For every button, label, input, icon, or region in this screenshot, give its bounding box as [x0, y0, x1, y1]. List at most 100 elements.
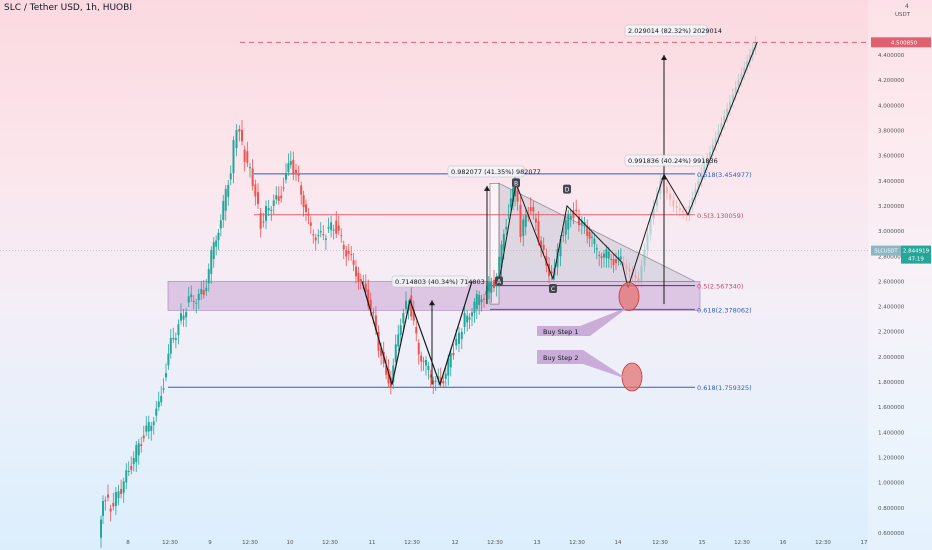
- candle-body: [743, 67, 746, 74]
- candle-body: [598, 254, 601, 256]
- candle-body: [380, 347, 383, 356]
- candle-body: [415, 327, 418, 334]
- candle-body: [665, 187, 668, 194]
- candle-body: [737, 80, 740, 88]
- candle-body: [471, 312, 473, 317]
- candle-body: [309, 222, 312, 226]
- candle-body: [505, 226, 508, 230]
- candle-body: [322, 234, 325, 236]
- candle-body: [202, 290, 205, 296]
- candle-body: [516, 186, 519, 202]
- candle-body: [410, 295, 413, 317]
- candle-body: [493, 279, 495, 289]
- candle-body: [748, 55, 751, 62]
- time-tick: 12:30: [652, 540, 668, 546]
- candle-body: [534, 218, 537, 223]
- measure-3-label: 0.991836 (40.24%) 991836: [628, 157, 718, 165]
- candle-body: [605, 249, 608, 259]
- candle-body: [548, 263, 550, 277]
- candle-body: [117, 491, 120, 499]
- candle-body: [529, 207, 532, 211]
- buy-zone-1: [618, 282, 640, 311]
- candle-body: [612, 259, 615, 266]
- candle-body: [559, 238, 562, 257]
- buy-2-callout: [537, 350, 628, 380]
- candle-body: [174, 338, 177, 341]
- candle-body: [703, 166, 706, 174]
- candle-body: [127, 470, 130, 472]
- candle-body: [100, 519, 102, 538]
- candle-body: [610, 258, 613, 260]
- time-tick: 14: [615, 540, 622, 546]
- candle-body: [317, 235, 320, 237]
- candle-body: [272, 200, 275, 206]
- candle-body: [490, 281, 493, 293]
- candle-body: [447, 358, 450, 376]
- candle-body: [246, 151, 249, 163]
- fib-5-label: 0.618(1.759325): [697, 384, 752, 392]
- candle-body: [350, 254, 353, 256]
- candle-body: [275, 195, 278, 200]
- candle-body: [656, 193, 658, 206]
- candle-body: [307, 213, 310, 216]
- candle-body: [746, 61, 749, 68]
- point-b-label: B: [514, 180, 518, 187]
- candle-body: [595, 248, 598, 250]
- time-tick: 12:30: [242, 540, 258, 546]
- candle-body: [104, 500, 107, 502]
- candle-body: [449, 352, 452, 368]
- measure-1-label: 2.029014 (82.32%) 2029014: [628, 27, 722, 35]
- price-tick: 1.400000: [878, 430, 905, 436]
- candle-body: [473, 301, 476, 313]
- candle-body: [165, 373, 167, 378]
- price-tick: 1.600000: [878, 405, 905, 411]
- point-d-label-box: [563, 184, 571, 194]
- candle-body: [324, 238, 327, 240]
- price-tick: 2.800000: [878, 254, 905, 260]
- candle-body: [646, 234, 649, 250]
- candle-body: [187, 296, 190, 303]
- candle-body: [147, 422, 150, 432]
- candle-body: [717, 130, 720, 138]
- candle-body: [392, 365, 395, 383]
- candle-body: [342, 244, 345, 250]
- point-a-label-box: [495, 276, 503, 286]
- point-a-label: A: [497, 278, 502, 285]
- candle-body: [532, 207, 535, 212]
- measure-2-label-box: [447, 165, 525, 178]
- price-tick: 3.400000: [878, 179, 905, 185]
- candle-body: [289, 160, 292, 165]
- candle-body: [714, 137, 717, 145]
- candle-body: [374, 315, 377, 331]
- candle-body: [295, 169, 297, 173]
- candle-body: [628, 268, 631, 272]
- target-price-label: 4.500850: [891, 40, 918, 46]
- candle-body: [562, 234, 565, 237]
- candle-body: [265, 205, 267, 221]
- candle-body: [195, 302, 198, 304]
- candle-body: [229, 173, 232, 180]
- time-tick: 12:30: [734, 540, 750, 546]
- candle-body: [345, 250, 348, 257]
- candle-body: [160, 395, 163, 403]
- candle-body: [567, 213, 570, 230]
- candle-body: [140, 444, 143, 447]
- candle-body: [262, 221, 265, 223]
- candle-body: [572, 210, 575, 219]
- candle-body: [162, 388, 165, 390]
- candle-body: [649, 218, 652, 235]
- candle-body: [122, 481, 125, 493]
- candle-body: [564, 220, 567, 235]
- candle-body: [357, 272, 360, 282]
- candle-body: [352, 260, 355, 265]
- candle-body: [458, 332, 460, 344]
- candle-body: [114, 492, 117, 507]
- candle-body: [212, 242, 215, 260]
- candle-body: [217, 232, 220, 241]
- candle-body: [697, 180, 700, 190]
- candle-body: [254, 184, 257, 197]
- candle-body: [483, 298, 485, 300]
- candle-body: [588, 231, 591, 239]
- candle-body: [622, 262, 625, 266]
